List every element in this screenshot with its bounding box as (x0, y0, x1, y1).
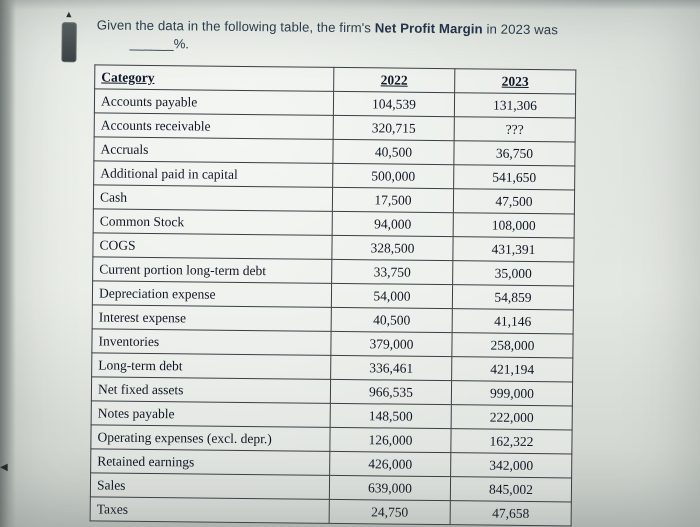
cell-2023: ??? (454, 116, 576, 142)
cell-category: Inventories (91, 328, 332, 356)
cell-category: Operating expenses (excl. depr.) (90, 424, 331, 452)
cell-category: Depreciation expense (92, 280, 332, 308)
cell-category: Notes payable (91, 400, 331, 428)
cell-category: Additional paid in capital (93, 160, 333, 188)
cell-2022: 126,000 (329, 427, 452, 453)
cell-category: Current portion long-term debt (92, 256, 332, 284)
cell-2023: 162,322 (450, 428, 573, 454)
cell-2022: 24,750 (329, 499, 451, 525)
cell-2023: 47,500 (453, 188, 575, 214)
cell-2022: 104,539 (333, 91, 455, 117)
cell-2023: 431,391 (452, 236, 575, 262)
answer-blank: ______%. (129, 35, 190, 52)
scroll-up-arrow-icon[interactable]: ▲ (64, 9, 74, 20)
cell-2023: 845,002 (450, 476, 572, 502)
cell-2022: 426,000 (329, 451, 451, 477)
cell-2023: 222,000 (451, 404, 573, 430)
cell-2023: 35,000 (452, 260, 574, 286)
scrollbar[interactable]: ▲ (59, 8, 78, 63)
question-bold-term: Net Profit Margin (374, 20, 483, 37)
cell-2022: 320,715 (333, 115, 455, 141)
cell-2022: 966,535 (330, 379, 452, 405)
financial-data-table: Category 2022 2023 Accounts payable 104,… (89, 64, 577, 527)
left-pointer-icon: ◀ (0, 462, 8, 473)
cell-category: Accounts payable (94, 88, 334, 116)
cell-category: Accounts receivable (94, 112, 334, 140)
cell-category: Sales (90, 472, 330, 500)
cell-2023: 541,650 (453, 164, 575, 190)
cell-category: Taxes (90, 496, 330, 524)
cell-2022: 17,500 (332, 187, 454, 213)
cell-2022: 94,000 (332, 211, 454, 237)
scrollbar-thumb[interactable] (60, 22, 77, 63)
cell-2022: 639,000 (329, 475, 451, 501)
cell-2023: 131,306 (454, 92, 576, 118)
cell-category: Net fixed assets (91, 376, 331, 404)
cell-2022: 148,500 (330, 403, 452, 429)
header-2022: 2022 (333, 67, 455, 93)
cell-2022: 54,000 (331, 283, 453, 309)
cell-2023: 421,194 (451, 356, 573, 382)
header-category: Category (94, 64, 334, 92)
cell-category: Cash (93, 184, 333, 212)
cell-2023: 258,000 (451, 332, 574, 358)
header-2023: 2023 (454, 68, 576, 94)
cell-2023: 41,146 (452, 308, 574, 334)
cell-2022: 379,000 (330, 331, 453, 357)
cell-2022: 33,750 (331, 259, 453, 285)
screen-left-bezel (0, 0, 16, 527)
cell-2022: 40,500 (331, 307, 453, 333)
cell-category: COGS (92, 232, 333, 260)
question-suffix: in 2023 was (482, 21, 559, 38)
cell-2023: 36,750 (453, 140, 576, 166)
cell-2022: 40,500 (332, 139, 455, 165)
cell-2023: 54,859 (452, 284, 574, 310)
cell-category: Interest expense (92, 304, 332, 332)
cell-2023: 108,000 (453, 212, 575, 238)
cell-category: Common Stock (93, 208, 333, 236)
cell-category: Accruals (93, 136, 334, 164)
cell-2023: 999,000 (451, 380, 573, 406)
cell-2023: 47,658 (450, 500, 572, 526)
table-row: Taxes 24,750 47,658 (90, 496, 572, 526)
cell-2023: 342,000 (450, 452, 572, 478)
table-body: Accounts payable 104,539 131,306 Account… (90, 88, 576, 526)
cell-2022: 328,500 (331, 235, 454, 261)
cell-category: Retained earnings (90, 448, 330, 476)
cell-2022: 336,461 (330, 355, 452, 381)
cell-2022: 500,000 (332, 163, 454, 189)
page-content: ▲ Given the data in the following table,… (55, 6, 655, 527)
cell-category: Long-term debt (91, 352, 331, 380)
question-prefix: Given the data in the following table, t… (96, 17, 375, 36)
